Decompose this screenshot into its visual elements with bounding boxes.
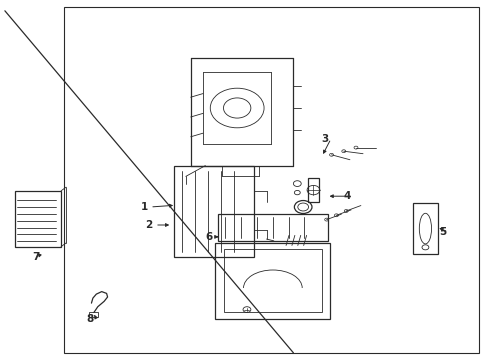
Text: 5: 5 [438, 227, 445, 237]
Text: 4: 4 [343, 191, 350, 201]
Text: 6: 6 [205, 232, 212, 242]
Bar [217, 214, 327, 241]
Bar [224, 249, 321, 312]
Bar [89, 312, 98, 317]
Bar [215, 243, 329, 319]
Text: 7: 7 [32, 252, 40, 262]
Text: 3: 3 [321, 134, 328, 144]
Text: 8: 8 [87, 314, 94, 324]
Bar [63, 7, 478, 353]
Bar [412, 203, 437, 254]
Text: 1: 1 [141, 202, 147, 212]
Bar [173, 166, 254, 257]
Bar [15, 191, 61, 247]
Bar [307, 178, 318, 202]
Text: 2: 2 [145, 220, 152, 230]
